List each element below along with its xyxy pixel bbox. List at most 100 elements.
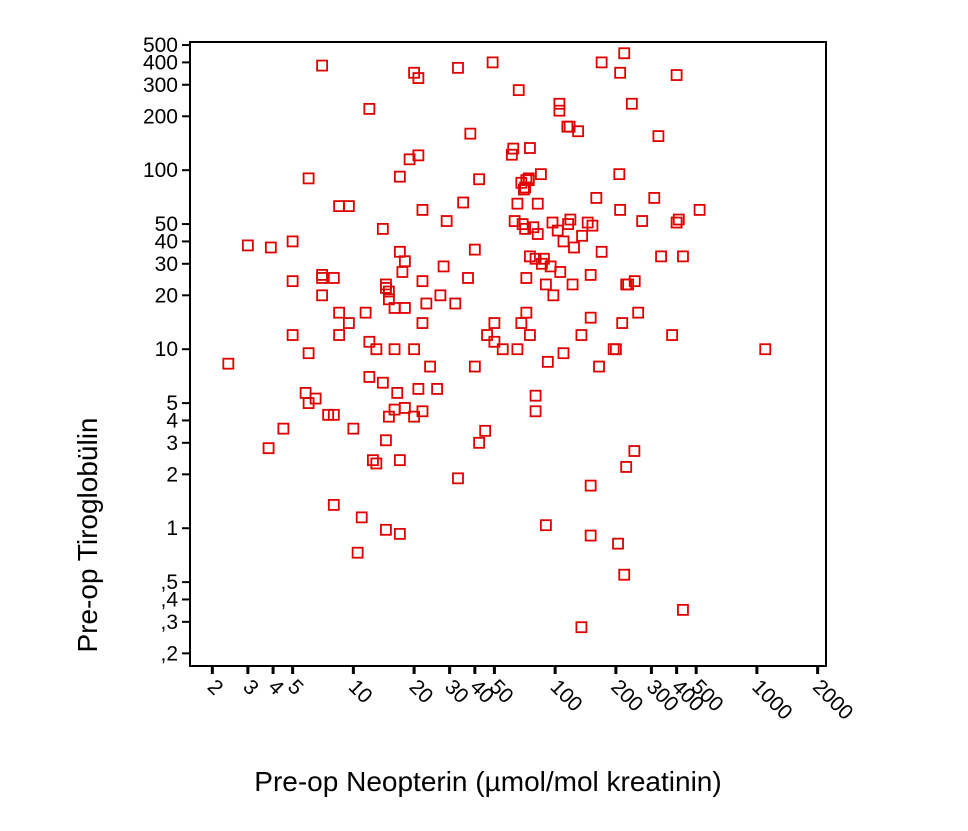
data-point: [464, 127, 477, 140]
data-point: [515, 317, 528, 329]
data-point: [632, 306, 645, 319]
data-point: [554, 266, 567, 278]
data-point: [520, 306, 533, 319]
data-point: [531, 197, 544, 210]
data-point: [449, 297, 462, 310]
y-tick-label: 200: [143, 105, 178, 128]
data-point: [416, 317, 429, 329]
data-point: [408, 343, 421, 356]
data-point: [403, 153, 416, 166]
y-tick-label: 30: [155, 253, 178, 276]
data-point: [511, 197, 524, 210]
y-tick-label: ,3: [160, 611, 178, 634]
data-point: [333, 329, 346, 341]
data-point: [614, 66, 627, 79]
data-point: [612, 537, 624, 550]
data-point: [520, 272, 533, 284]
data-point: [568, 241, 580, 254]
data-point: [584, 311, 597, 324]
data-point: [393, 527, 406, 540]
data-point: [434, 289, 447, 302]
data-point: [359, 306, 372, 319]
data-point: [625, 97, 638, 110]
data-point: [693, 203, 706, 216]
data-point: [628, 275, 641, 288]
x-tick-label: 1000: [747, 675, 796, 724]
data-point: [519, 222, 532, 235]
data-point: [431, 383, 443, 395]
data-point: [416, 275, 429, 288]
y-tick-label: 100: [143, 159, 178, 182]
data-point: [327, 408, 340, 421]
data-point: [380, 278, 392, 291]
data-point: [496, 343, 509, 356]
data-point: [376, 376, 389, 389]
data-point: [452, 472, 464, 485]
data-point: [302, 172, 315, 185]
data-point: [481, 329, 493, 341]
data-point: [370, 457, 383, 470]
data-point: [595, 245, 608, 258]
data-point: [363, 102, 376, 115]
data-point: [553, 104, 566, 117]
data-point: [416, 203, 429, 216]
y-tick-label: 2: [166, 463, 178, 486]
y-tick-label: 50: [155, 213, 178, 236]
data-point: [586, 219, 599, 232]
data-point: [333, 200, 346, 213]
data-point: [412, 149, 425, 162]
data-point: [327, 272, 340, 284]
data-point: [666, 329, 679, 341]
data-point: [388, 343, 401, 356]
data-point: [540, 519, 552, 532]
data-point: [541, 355, 554, 368]
data-point: [380, 523, 392, 536]
data-point: [398, 302, 411, 314]
data-point: [609, 343, 622, 356]
data-point: [363, 335, 376, 348]
y-tick-label: 5: [166, 392, 178, 415]
x-tick-label: 20: [405, 675, 438, 708]
data-point: [316, 269, 329, 281]
data-point: [655, 250, 667, 263]
data-point: [380, 434, 392, 447]
y-tick-label: 20: [155, 284, 178, 307]
x-tick-label: 200: [606, 675, 647, 716]
data-point: [468, 243, 481, 256]
data-point: [264, 241, 277, 254]
data-point: [648, 192, 661, 204]
data-point: [393, 170, 406, 183]
data-point: [670, 69, 683, 81]
data-point: [620, 461, 633, 473]
data-point: [316, 59, 329, 72]
data-point: [529, 389, 542, 402]
data-point: [618, 47, 631, 60]
data-point: [420, 297, 433, 310]
data-point: [396, 266, 409, 278]
data-point: [511, 343, 524, 356]
data-point: [437, 260, 450, 273]
data-point: [557, 235, 570, 248]
data-point: [575, 329, 588, 341]
data-point: [677, 250, 689, 263]
data-point: [614, 203, 627, 216]
y-tick-label: 3: [166, 432, 178, 455]
data-point: [524, 329, 536, 341]
data-point: [524, 142, 536, 154]
data-point: [508, 215, 521, 227]
data-point: [759, 343, 772, 356]
data-point: [393, 245, 406, 258]
x-tick-label: 4: [264, 675, 289, 700]
data-point: [286, 275, 299, 288]
data-points: [222, 47, 772, 634]
y-axis-title: Pre-op Tiroglobülin: [72, 417, 103, 652]
data-point: [391, 387, 404, 399]
data-point: [488, 317, 501, 329]
data-point: [370, 343, 383, 356]
y-tick-label: ,5: [160, 571, 178, 594]
data-point: [613, 168, 626, 181]
data-point: [473, 173, 486, 186]
